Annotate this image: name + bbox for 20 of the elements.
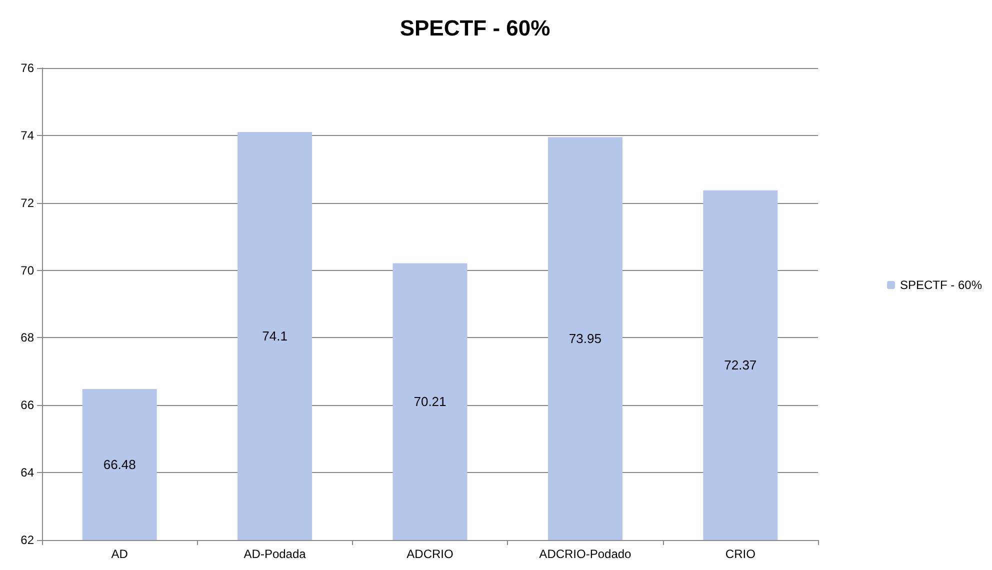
y-tick-label: 70 xyxy=(20,263,34,278)
chart-title: SPECTF - 60% xyxy=(400,16,550,40)
data-label: 66.48 xyxy=(103,456,136,472)
x-tick-label: AD-Podada xyxy=(244,547,306,561)
x-tick-label: ADCRIO xyxy=(406,547,454,561)
x-tick-label: CRIO xyxy=(725,547,756,561)
data-label: 74.1 xyxy=(262,328,288,344)
y-tick-label: 64 xyxy=(20,466,34,480)
y-tick-label: 68 xyxy=(20,330,34,345)
y-tick-label: 76 xyxy=(20,61,34,75)
data-label: 73.95 xyxy=(568,331,602,346)
legend-label: SPECTF - 60% xyxy=(900,278,982,292)
y-tick-label: 62 xyxy=(20,533,34,547)
y-tick-label: 74 xyxy=(20,128,34,142)
y-tick-label: 72 xyxy=(20,196,34,210)
y-tick-label: 66 xyxy=(20,398,34,412)
data-label: 70.21 xyxy=(414,394,446,410)
x-tick-label: ADCRIO-Podado xyxy=(539,547,632,561)
x-tick-label: AD xyxy=(111,547,128,561)
data-label: 72.37 xyxy=(724,358,757,373)
